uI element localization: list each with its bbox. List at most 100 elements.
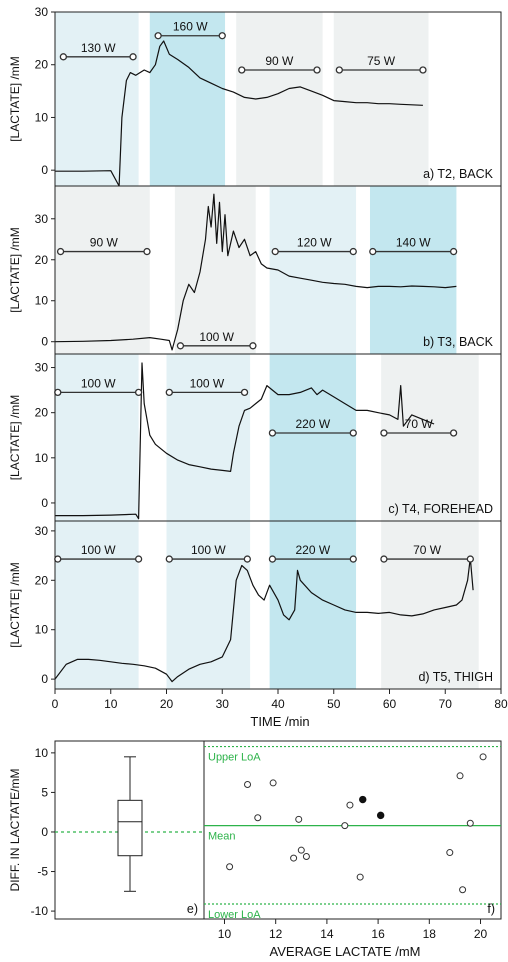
segment-start-marker bbox=[369, 247, 377, 256]
segment-end-marker bbox=[313, 66, 321, 74]
exercise-band bbox=[333, 12, 429, 186]
exercise-band bbox=[369, 186, 457, 354]
workload-label: 90 W bbox=[90, 236, 119, 250]
y-tick-label: 30 bbox=[35, 361, 49, 375]
exercise-band bbox=[166, 521, 251, 689]
scatter-panel-frame bbox=[203, 740, 502, 920]
segment-start-marker bbox=[165, 388, 173, 397]
workload-label: 90 W bbox=[265, 54, 294, 68]
data-point-open bbox=[244, 781, 252, 789]
x-tick-label: 60 bbox=[383, 697, 397, 711]
x-tick-label: 30 bbox=[216, 697, 230, 711]
iqr-box bbox=[117, 799, 143, 857]
segment-start-marker bbox=[380, 555, 388, 563]
time-series-panels: 130 W 160 W 90 W 75 W 0 10 20 30 [LACTATE] /mM a)… bbox=[8, 5, 502, 690]
segment-start-marker bbox=[154, 32, 162, 40]
workload-label: 220 W bbox=[296, 417, 331, 431]
segment-end-marker bbox=[218, 32, 226, 40]
panel-label: c) T4, FOREHEAD bbox=[388, 502, 493, 516]
segment-start-marker bbox=[54, 388, 62, 397]
data-point-open bbox=[297, 846, 305, 854]
workload-label: 160 W bbox=[173, 20, 208, 34]
segment-start-marker bbox=[268, 555, 277, 563]
y-tick-label: 20 bbox=[35, 253, 49, 267]
workload-label: 100 W bbox=[81, 543, 116, 557]
x-tick-label: 40 bbox=[271, 697, 285, 711]
data-point-open bbox=[346, 801, 354, 809]
x-tick-label: 16 bbox=[371, 927, 385, 941]
x-tick-label: 18 bbox=[423, 927, 437, 941]
y-axis-label: [LACTATE] /mM bbox=[8, 227, 22, 313]
segment-end-marker bbox=[143, 247, 151, 256]
time-axis: 0 10 20 30 40 50 60 70 80 bbox=[52, 689, 508, 711]
y-tick-label: 10 bbox=[35, 623, 49, 637]
workload-label: 75 W bbox=[367, 54, 396, 68]
panel-4: 100 W 100 W 220 W 70 W 0 10 20 30 [LACTATE] /mM d… bbox=[8, 520, 502, 690]
x-tick-label: 20 bbox=[160, 697, 174, 711]
segment-end-marker bbox=[129, 53, 137, 61]
workload-label: 70 W bbox=[405, 417, 434, 431]
x-tick-label: 20 bbox=[474, 927, 488, 941]
x-axis-label: AVERAGE LACTATE /mM bbox=[270, 944, 421, 959]
lactate-line bbox=[55, 362, 435, 520]
segment-end-marker bbox=[134, 388, 143, 397]
data-point-open bbox=[254, 814, 262, 822]
x-tick-label: 12 bbox=[269, 927, 283, 941]
time-axis-label: TIME /min bbox=[250, 714, 309, 729]
exercise-band bbox=[55, 521, 139, 689]
workload-label: 100 W bbox=[191, 543, 226, 557]
y-tick-label: -5 bbox=[37, 865, 48, 879]
segment-start-marker bbox=[54, 555, 62, 563]
data-point-open bbox=[356, 873, 364, 881]
y-tick-label: 10 bbox=[35, 294, 49, 308]
data-point-open bbox=[466, 819, 474, 827]
y-tick-label: 30 bbox=[35, 212, 49, 226]
x-tick-label: 10 bbox=[104, 697, 118, 711]
exercise-band bbox=[149, 12, 226, 186]
workload-label: 130 W bbox=[81, 41, 116, 55]
data-point-open bbox=[459, 886, 467, 894]
data-point-open bbox=[269, 779, 277, 787]
lactate-line bbox=[54, 193, 457, 351]
data-point-filled bbox=[376, 811, 385, 820]
reference-line-label: Lower LoA bbox=[208, 909, 261, 921]
y-tick-label: 0 bbox=[41, 672, 48, 686]
data-point-open bbox=[446, 849, 454, 857]
y-tick-label: -10 bbox=[31, 904, 49, 918]
segment-start-marker bbox=[271, 247, 279, 256]
bland-altman-panel: Upper LoA Mean Lower LoA 10 12 14 16 18 20 AVERAG… bbox=[203, 740, 502, 959]
data-point-open bbox=[302, 853, 310, 861]
exercise-band bbox=[381, 354, 479, 521]
segment-end-marker bbox=[349, 247, 357, 256]
y-tick-label: 10 bbox=[35, 451, 49, 465]
y-axis-label: [LACTATE] /mM bbox=[8, 56, 22, 142]
data-point-open bbox=[290, 854, 298, 862]
segment-start-marker bbox=[176, 342, 185, 350]
data-point-open bbox=[341, 822, 349, 830]
segment-end-marker bbox=[240, 388, 249, 397]
y-tick-label: 30 bbox=[35, 524, 49, 538]
workload-label: 100 W bbox=[199, 330, 234, 344]
segment-end-marker bbox=[243, 555, 251, 563]
x-tick-label: 0 bbox=[52, 697, 59, 711]
workload-label: 70 W bbox=[413, 543, 442, 557]
panel-label: d) T5, THIGH bbox=[418, 670, 493, 684]
y-axis-label: [LACTATE] /mM bbox=[8, 395, 22, 481]
y-tick-label: 20 bbox=[35, 573, 49, 587]
lactate-line bbox=[55, 40, 423, 187]
exercise-band bbox=[269, 521, 357, 689]
y-tick-label: 10 bbox=[35, 746, 49, 760]
workload-label: 140 W bbox=[396, 236, 431, 250]
y-tick-label: 20 bbox=[35, 58, 49, 72]
segment-start-marker bbox=[165, 555, 173, 563]
data-point-open bbox=[479, 753, 487, 761]
segment-end-marker bbox=[419, 66, 427, 74]
segment-start-marker bbox=[335, 66, 343, 74]
y-tick-label: 20 bbox=[35, 406, 49, 420]
panel-label: f) bbox=[487, 902, 495, 916]
reference-line-label: Upper LoA bbox=[208, 752, 261, 764]
x-tick-label: 10 bbox=[218, 927, 232, 941]
segment-start-marker bbox=[380, 429, 388, 437]
segment-end-marker bbox=[449, 429, 458, 437]
segment-end-marker bbox=[134, 555, 143, 563]
